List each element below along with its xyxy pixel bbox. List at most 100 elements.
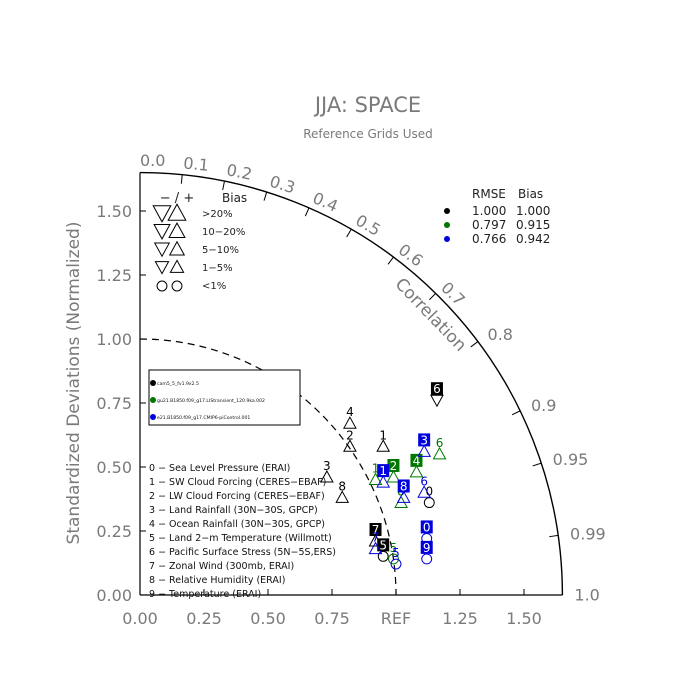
case-legend-name: cam5_5_fv1.9x2.5	[157, 381, 199, 387]
stats-bias-value: 0.942	[516, 232, 550, 246]
correlation-tick-label: 0.8	[488, 325, 513, 344]
bias-legend-plus-marker	[171, 280, 183, 292]
data-point-marker	[390, 558, 402, 570]
data-point-label: 5	[390, 541, 398, 555]
case-legend-name: e21.B1850.f09_g17.CMIP6-piControl.001	[157, 415, 250, 421]
bias-legend-plus-marker	[168, 222, 186, 238]
case-legend-box	[148, 369, 301, 426]
data-point-label: 0	[423, 520, 431, 534]
correlation-tick-label: 0.0	[140, 151, 165, 170]
x-tick-label: 0.75	[314, 609, 350, 628]
x-tick-label: REF	[381, 609, 411, 628]
stats-legend-dot	[444, 236, 450, 242]
data-point-label: 2	[390, 459, 398, 473]
data-point-label-box	[418, 433, 431, 447]
bias-legend-minus-marker	[153, 242, 171, 258]
data-point-label-box	[420, 520, 433, 534]
data-point-label: 1	[372, 462, 380, 476]
data-point-label: 3	[420, 433, 428, 447]
correlation-tick-label: 0.2	[225, 160, 254, 184]
chart-title: JJA: SPACE	[313, 93, 421, 117]
data-point-label-box	[410, 453, 423, 467]
data-point-marker	[432, 446, 447, 460]
correlation-tick-mark	[532, 462, 542, 467]
data-point-label: 6	[436, 436, 444, 450]
data-point-label: 6	[420, 474, 428, 488]
bias-legend-plus-marker	[167, 203, 187, 221]
x-tick-label: 1.25	[442, 609, 478, 628]
data-point-label: 6	[433, 382, 441, 396]
data-point-marker	[417, 485, 432, 498]
bias-legend-label: >20%	[202, 209, 233, 220]
y-tick-label: 0.25	[96, 522, 132, 541]
data-point-label: 8	[400, 479, 408, 493]
data-point-label: 9	[423, 541, 431, 555]
data-point-label: 0	[425, 485, 433, 499]
data-point-label: 4	[346, 405, 354, 419]
correlation-tick-mark	[549, 534, 559, 538]
stats-bias-value: 0.915	[516, 218, 550, 232]
bias-legend-minus-marker	[152, 205, 172, 223]
case-legend-dot	[150, 380, 156, 386]
stats-rmse-value: 1.000	[472, 204, 506, 218]
correlation-tick-mark	[346, 228, 352, 238]
stats-legend-dot	[444, 208, 450, 214]
data-point-marker	[368, 541, 383, 555]
data-point-marker	[417, 444, 432, 457]
data-point-marker	[396, 490, 411, 503]
points-layer: 01234567812456801356789	[319, 382, 447, 570]
data-point-label-box	[420, 540, 433, 554]
correlation-tick-label: 1.0	[574, 586, 599, 605]
data-point-label-box	[369, 523, 382, 536]
x-tick-label: 0.00	[122, 609, 158, 628]
data-point-marker	[386, 469, 401, 483]
correlation-tick-mark	[304, 207, 310, 217]
correlation-tick-mark	[429, 292, 437, 301]
correlation-tick-mark	[387, 256, 394, 265]
bias-legend-minus-marker	[156, 280, 168, 292]
y-tick-label: 0.00	[96, 586, 132, 605]
chart-subtitle: Reference Grids Used	[303, 127, 433, 141]
stats-bias-value: 1.000	[516, 204, 550, 218]
bias-legend-minus-marker	[153, 224, 171, 240]
legends-layer: − / + Bias >20% 10−20% 5−10% 1−5% <1% RMSE Bias 1…	[148, 187, 550, 600]
correlation-tick-mark	[470, 341, 479, 348]
series-group: 0 1 3 5 6 7 8 9	[368, 433, 433, 570]
variable-list-item: 1 − SW Cloud Forcing (CERES−EBAF)	[149, 477, 326, 488]
variable-list-item: 3 − Land Rainfall (30N−30S, GPCP)	[149, 505, 318, 516]
bias-legend-label: <1%	[202, 281, 226, 292]
data-point-marker	[376, 439, 391, 452]
bias-legend-label: 1−5%	[202, 263, 233, 274]
data-point-marker	[421, 553, 433, 565]
data-point-label: 8	[338, 479, 346, 493]
data-point-label: 1	[379, 464, 387, 478]
x-tick-label: 1.50	[506, 609, 542, 628]
data-point-label: 3	[323, 459, 331, 473]
bias-legend-label: 10−20%	[202, 227, 245, 238]
data-point-label: 7	[372, 531, 380, 545]
variable-list-item: 6 − Pacific Surface Stress (5N−5S,ERS)	[149, 547, 336, 558]
data-point-marker	[409, 464, 424, 478]
data-point-marker	[368, 472, 383, 486]
data-point-marker	[430, 394, 444, 408]
data-point-marker	[319, 469, 334, 483]
data-point-label: 1	[379, 428, 387, 442]
correlation-tick-label: 0.9	[531, 396, 556, 415]
data-point-label-box	[377, 464, 390, 478]
data-point-marker	[376, 475, 391, 488]
correlation-tick-label: 0.7	[437, 278, 468, 309]
stats-rmse-value: 0.766	[472, 232, 506, 246]
data-point-label-box	[377, 538, 390, 552]
correlation-tick-label: 0.95	[553, 450, 589, 469]
data-point-marker	[343, 439, 357, 452]
x-tick-label: 0.50	[250, 609, 286, 628]
data-point-marker	[387, 553, 399, 565]
y-tick-label: 0.50	[96, 458, 132, 477]
data-point-marker	[368, 533, 383, 547]
variable-list-item: 5 − Land 2−m Temperature (Willmott)	[149, 533, 332, 544]
data-point-label-box	[430, 382, 443, 396]
data-point-label: 5	[379, 538, 387, 552]
bias-legend-label: 5−10%	[202, 245, 239, 256]
variable-list-item: 7 − Zonal Wind (300mb, ERAI)	[149, 561, 294, 572]
